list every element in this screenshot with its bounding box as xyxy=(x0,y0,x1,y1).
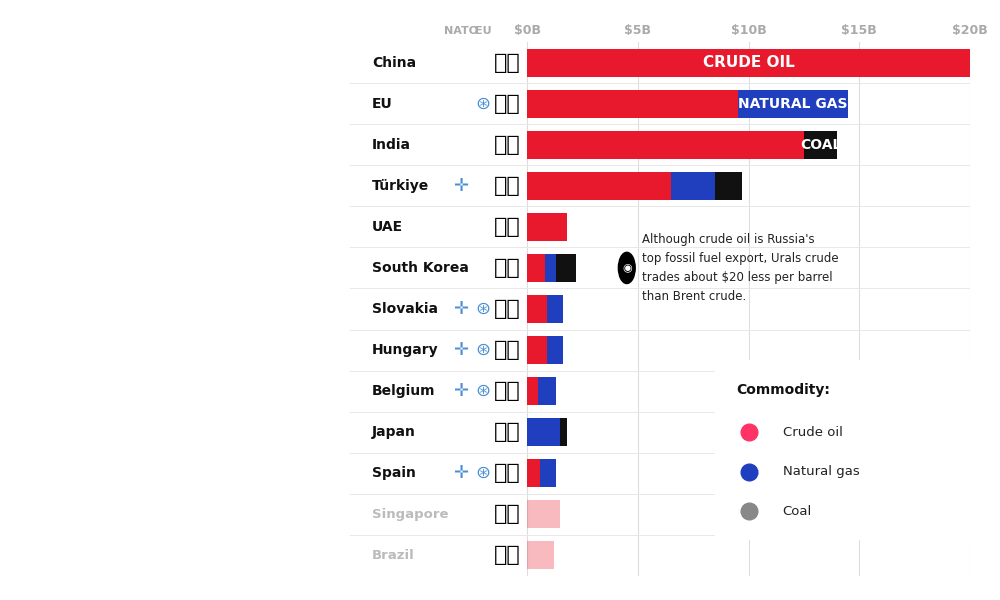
Text: 🇦🇪: 🇦🇪 xyxy=(494,217,521,237)
Bar xyxy=(671,172,715,200)
Bar xyxy=(560,418,567,446)
Bar xyxy=(556,254,576,282)
Bar xyxy=(527,500,560,529)
Text: Hungary: Hungary xyxy=(372,343,439,357)
Text: Brazil: Brazil xyxy=(372,549,415,562)
FancyBboxPatch shape xyxy=(702,351,988,549)
Text: 🇭🇺: 🇭🇺 xyxy=(494,340,521,360)
Text: 🇮🇳: 🇮🇳 xyxy=(494,134,521,155)
Bar xyxy=(527,336,547,364)
Text: ✛: ✛ xyxy=(453,341,468,359)
Text: EU: EU xyxy=(475,26,491,36)
Bar xyxy=(527,295,547,323)
Text: India: India xyxy=(372,137,411,152)
Text: 🇪🇺: 🇪🇺 xyxy=(494,94,521,113)
Text: 🇨🇳: 🇨🇳 xyxy=(494,53,521,73)
Text: 🇪🇸: 🇪🇸 xyxy=(494,463,521,484)
Text: South Korea: South Korea xyxy=(372,261,469,275)
Text: ✛: ✛ xyxy=(453,177,468,195)
Text: EU: EU xyxy=(372,97,393,110)
Bar xyxy=(538,377,556,405)
Bar xyxy=(527,172,671,200)
Text: Crude oil: Crude oil xyxy=(783,425,842,439)
Text: Japan: Japan xyxy=(372,425,416,439)
Bar xyxy=(527,418,560,446)
Text: Spain: Spain xyxy=(372,466,416,481)
Text: 🇸🇰: 🇸🇰 xyxy=(494,299,521,319)
Text: NATO: NATO xyxy=(444,26,478,36)
Text: CRUDE OIL: CRUDE OIL xyxy=(703,55,794,70)
Text: 🇧🇪: 🇧🇪 xyxy=(494,381,521,401)
Text: ✛: ✛ xyxy=(453,300,468,318)
Text: 🇧🇷: 🇧🇷 xyxy=(494,545,521,565)
Text: ✛: ✛ xyxy=(453,464,468,482)
Bar xyxy=(715,172,742,200)
Bar xyxy=(738,89,848,118)
Bar xyxy=(527,541,554,569)
Text: Singapore: Singapore xyxy=(372,508,449,521)
Bar xyxy=(527,89,738,118)
Text: 🇯🇵: 🇯🇵 xyxy=(494,422,521,442)
Text: Coal: Coal xyxy=(783,505,812,518)
Text: Although crude oil is Russia's
top fossil fuel export, Urals crude
trades about : Although crude oil is Russia's top fossi… xyxy=(642,233,839,303)
Text: ⊛: ⊛ xyxy=(475,300,490,318)
Text: ⊛: ⊛ xyxy=(475,464,490,482)
Bar xyxy=(527,460,540,487)
Bar xyxy=(540,460,556,487)
Text: China: China xyxy=(372,56,416,70)
Bar xyxy=(527,213,567,241)
Bar xyxy=(527,254,545,282)
Text: ⊛: ⊛ xyxy=(475,95,490,113)
Text: 🇸🇬: 🇸🇬 xyxy=(494,505,521,524)
Text: UAE: UAE xyxy=(372,220,403,234)
Text: 🇰🇷: 🇰🇷 xyxy=(494,258,521,278)
Bar xyxy=(527,377,538,405)
Text: Commodity:: Commodity: xyxy=(736,383,830,397)
Bar xyxy=(547,336,563,364)
Text: ⊛: ⊛ xyxy=(475,382,490,400)
Text: ◉: ◉ xyxy=(622,263,632,273)
Bar xyxy=(804,131,837,158)
Bar xyxy=(547,295,563,323)
Circle shape xyxy=(618,253,635,284)
Text: Slovakia: Slovakia xyxy=(372,302,438,316)
Text: ⊛: ⊛ xyxy=(475,341,490,359)
Text: 🇹🇷: 🇹🇷 xyxy=(494,176,521,196)
Text: Türkiye: Türkiye xyxy=(372,179,429,193)
Text: Belgium: Belgium xyxy=(372,384,436,398)
Bar xyxy=(527,49,970,77)
Text: NATURAL GAS: NATURAL GAS xyxy=(738,97,848,110)
Bar xyxy=(545,254,556,282)
Text: Natural gas: Natural gas xyxy=(783,465,859,478)
Text: COAL: COAL xyxy=(800,137,841,152)
Bar xyxy=(527,131,804,158)
Text: ✛: ✛ xyxy=(453,382,468,400)
